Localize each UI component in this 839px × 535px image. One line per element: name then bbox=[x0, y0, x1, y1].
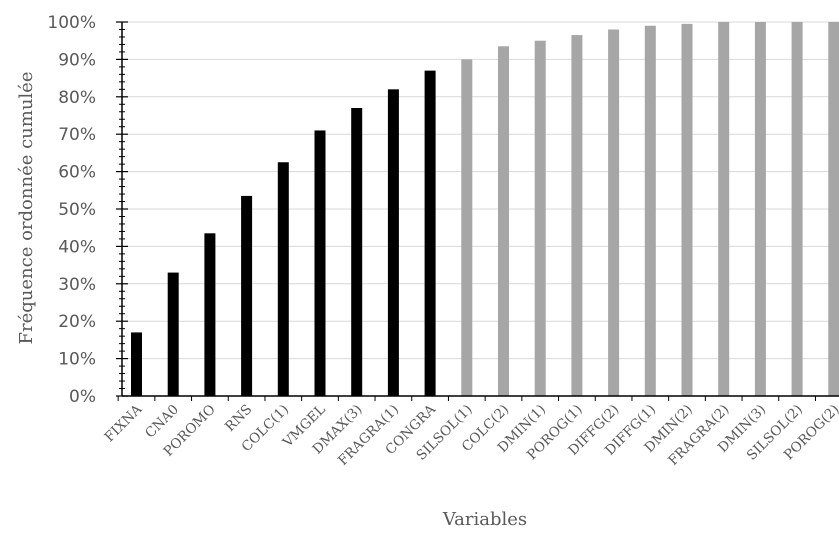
y-tick-label: 50% bbox=[58, 200, 96, 220]
y-tick-label: 20% bbox=[58, 312, 96, 332]
bar bbox=[754, 22, 766, 396]
bar bbox=[534, 40, 546, 396]
bar bbox=[314, 130, 326, 396]
axes bbox=[116, 21, 839, 401]
bar bbox=[131, 332, 142, 396]
bar bbox=[644, 25, 656, 397]
y-tick-label: 0% bbox=[69, 387, 96, 407]
y-tick-label: 100% bbox=[47, 13, 96, 33]
bar bbox=[204, 233, 216, 396]
y-tick-label: 10% bbox=[58, 350, 96, 370]
bar bbox=[718, 22, 730, 396]
bars bbox=[131, 22, 839, 397]
y-axis-title: Fréquence ordonnée cumulée bbox=[16, 72, 37, 345]
bar bbox=[498, 46, 509, 397]
x-axis-title: Variables bbox=[442, 509, 527, 530]
bar bbox=[424, 70, 436, 397]
y-tick-label: 60% bbox=[58, 163, 96, 183]
y-tick-label: 80% bbox=[58, 88, 96, 108]
gridlines bbox=[122, 21, 839, 360]
y-tick-labels: 0% 10% 20% 30% 40% 50% 60% 70% 80% 90% 100% bbox=[47, 13, 96, 407]
bar bbox=[791, 22, 803, 396]
x-category-label: RNS bbox=[222, 402, 255, 435]
y-tick-label: 70% bbox=[58, 125, 96, 145]
x-category-label: FIXNA bbox=[102, 401, 146, 445]
bar bbox=[167, 272, 179, 396]
bar bbox=[351, 108, 363, 397]
bar bbox=[387, 89, 399, 396]
y-tick-label: 40% bbox=[58, 237, 96, 257]
bar bbox=[828, 22, 839, 396]
bar bbox=[277, 162, 289, 396]
bar bbox=[241, 195, 253, 396]
bar bbox=[571, 35, 583, 397]
y-tick-label: 90% bbox=[58, 50, 96, 70]
bar bbox=[681, 23, 693, 397]
bar bbox=[461, 59, 473, 397]
bar bbox=[608, 29, 620, 396]
y-tick-label: 30% bbox=[58, 275, 96, 295]
